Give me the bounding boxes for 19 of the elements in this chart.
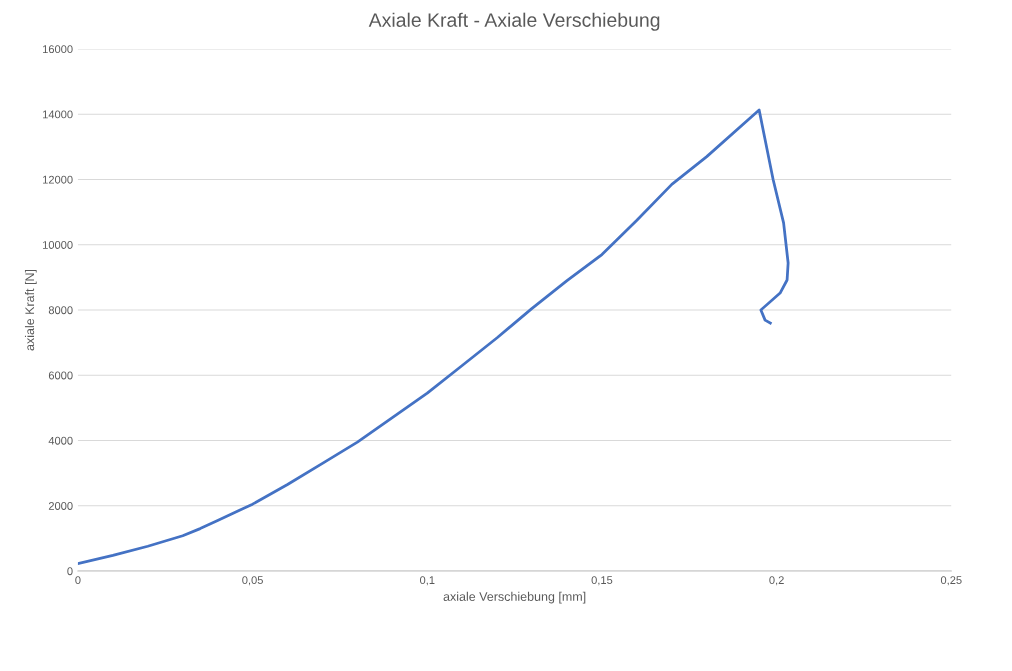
x-tick-label: 0,2 [769,576,784,586]
y-tick-label: 14000 [43,110,73,119]
y-axis-title: axiale Kraft [N] [24,269,37,351]
y-tick-label: 12000 [43,175,73,184]
y-tick-label: 8000 [48,306,73,315]
line-series [77,108,790,565]
y-tick-label: 16000 [43,45,73,54]
chart-title: Axiale Kraft - Axiale Verschiebung [368,12,660,31]
x-axis-title: axiale Verschiebung [mm] [443,591,586,604]
x-tick-label: 0,1 [419,576,435,586]
y-tick-label: 2000 [48,502,73,510]
x-tick-label: 0 [75,576,81,585]
y-tick-label: 10000 [43,241,73,249]
y-tick-label: 4000 [48,436,73,445]
y-tick-label: 6000 [48,371,73,380]
x-tick-label: 0,25 [940,576,962,586]
y-tick-label: 0 [67,567,73,576]
x-tick-label: 0,05 [242,576,263,586]
x-tick-label: 0,15 [591,576,613,586]
